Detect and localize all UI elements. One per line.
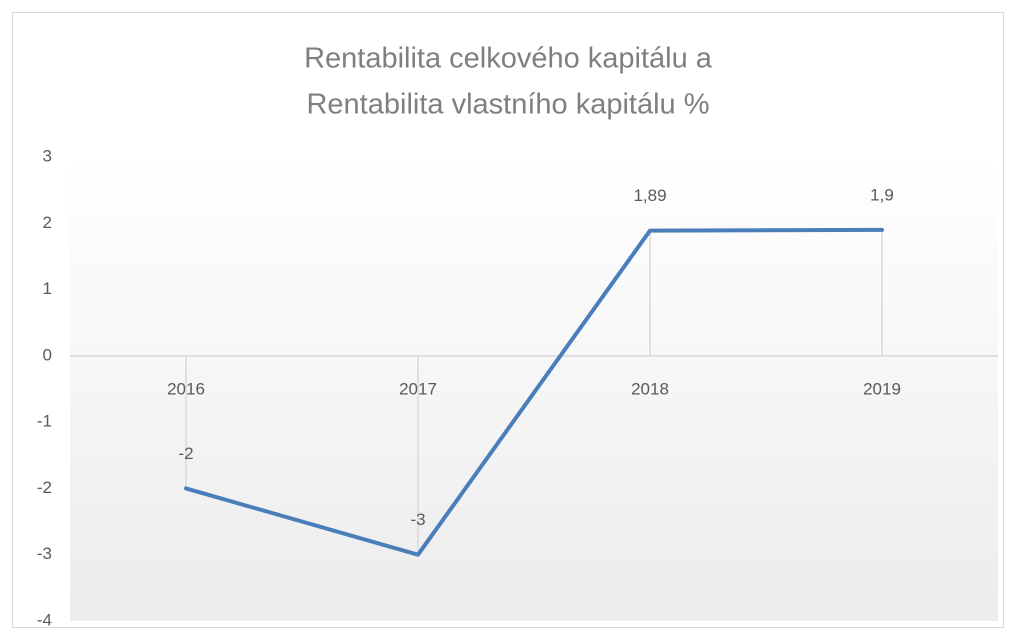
data-label: 1,9 — [870, 185, 894, 204]
y-tick-label: -2 — [37, 478, 52, 497]
data-label: 1,89 — [633, 186, 666, 205]
data-label: -2 — [178, 444, 193, 463]
y-tick-label: -3 — [37, 544, 52, 563]
y-tick-label: -1 — [37, 412, 52, 431]
y-tick-label: -4 — [37, 610, 52, 629]
chart-title: Rentabilita celkového kapitálu a — [304, 43, 713, 75]
plot-area — [70, 157, 998, 621]
data-label: -3 — [410, 510, 425, 529]
x-tick-label: 2018 — [631, 379, 669, 398]
y-tick-label: 3 — [43, 146, 52, 165]
y-tick-label: 2 — [43, 213, 52, 232]
y-tick-label: 0 — [43, 345, 52, 364]
series-line — [184, 227, 884, 557]
y-tick-label: 1 — [43, 279, 52, 298]
chart-title: Rentabilita vlastního kapitálu % — [306, 89, 709, 121]
x-tick-label: 2019 — [863, 379, 901, 398]
